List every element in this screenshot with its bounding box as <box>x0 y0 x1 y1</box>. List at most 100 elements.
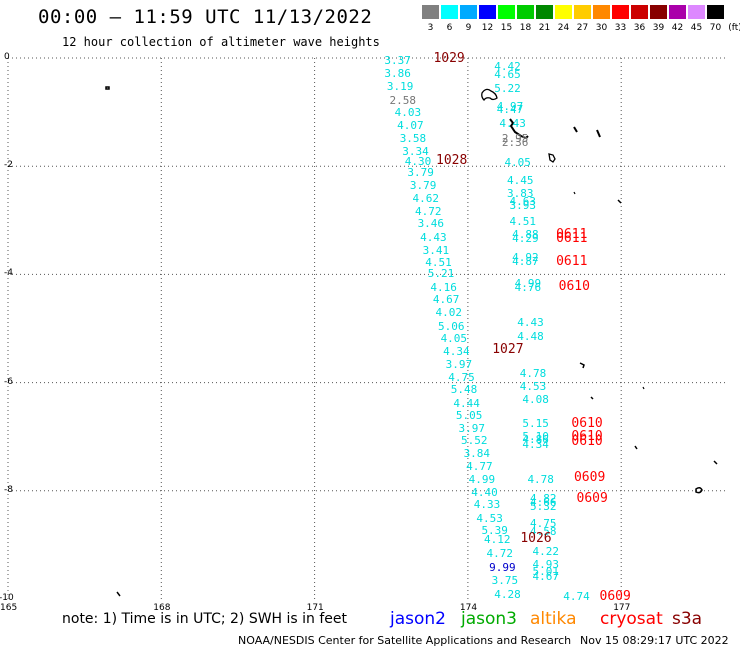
wave-height-value: 3.97 <box>445 357 473 371</box>
island-shape <box>596 129 601 138</box>
satellite-name: cryosat <box>600 609 663 629</box>
legend-label: 6 <box>446 23 453 33</box>
longitude-label: 165 <box>0 603 18 613</box>
legend-label: 21 <box>538 23 551 33</box>
wave-height-value: 4.02 <box>435 306 462 320</box>
island-shape <box>713 460 718 465</box>
wave-height-value: 4.29 <box>512 231 539 245</box>
legend-swatch <box>422 5 439 19</box>
legend-label: 15 <box>500 23 513 33</box>
island-shape <box>590 396 594 400</box>
legend-swatch <box>669 5 686 19</box>
latitude-label: -6 <box>4 376 13 387</box>
wave-height-value: 4.78 <box>519 366 547 380</box>
wave-height-value: 3.41 <box>422 244 450 258</box>
satellite-name: s3a <box>672 609 703 629</box>
pass-time-label: 0609 <box>599 589 631 605</box>
pass-time-label: 0610 <box>571 416 603 432</box>
wave-height-value: 3.37 <box>384 53 411 67</box>
pass-time-label: 0611 <box>556 226 588 242</box>
island-shape <box>573 191 576 195</box>
generated-timestamp: Nov 15 08:29:17 UTC 2022 <box>580 634 729 647</box>
wave-height-value: 4.76 <box>514 280 542 294</box>
wave-height-value: 2.58 <box>389 93 416 107</box>
island-shape <box>481 88 498 102</box>
page-title: 00:00 — 11:59 UTC 11/13/2022 <box>38 6 373 28</box>
wave-height-value: 3.84 <box>463 446 491 460</box>
wave-height-value: 3.46 <box>417 217 445 230</box>
wave-height-value: 4.58 <box>529 525 557 539</box>
pass-time-label: 1026 <box>520 530 552 546</box>
wave-height-value: 5.05 <box>455 409 483 423</box>
legend-unit: (ft) <box>728 23 740 33</box>
wave-height-value: 5.10 <box>522 429 549 443</box>
wave-height-value: 5.01 <box>532 564 560 578</box>
wave-height-value: 3.79 <box>409 179 437 193</box>
wave-height-value: 3.34 <box>402 145 429 159</box>
wave-height-value: 4.28 <box>494 587 521 601</box>
legend-swatch <box>498 5 515 19</box>
legend-label: 27 <box>576 23 589 33</box>
island-shape <box>634 445 638 450</box>
wave-height-value: 3.75 <box>491 574 519 588</box>
island-shape <box>105 86 110 90</box>
wave-height-value: 4.05 <box>440 332 468 346</box>
legend-swatch <box>536 5 553 19</box>
satellite-name: jason2 <box>390 609 446 629</box>
legend-swatch <box>441 5 458 19</box>
island-shape <box>617 199 622 204</box>
pass-time-label: 0609 <box>573 470 606 486</box>
wave-height-value: 4.92 <box>512 251 539 265</box>
legend-label: 45 <box>690 23 703 33</box>
wave-height-value: 4.99 <box>468 472 496 486</box>
island-outlines <box>105 86 718 597</box>
pass-time-label: 1027 <box>492 342 524 358</box>
latitude-label: -2 <box>4 160 13 171</box>
wave-height-value: 4.45 <box>507 173 534 187</box>
legend-swatch <box>593 5 610 19</box>
wave-height-value: 3.97 <box>458 422 485 436</box>
wave-height-value: 4.87 <box>512 255 539 269</box>
island-shape <box>116 591 121 597</box>
latitude-label: 0 <box>4 52 10 62</box>
wave-height-value: 4.40 <box>471 485 498 499</box>
wave-height-value: 4.47 <box>496 103 524 117</box>
latitude-label: -10 <box>0 593 14 603</box>
wave-height-value: 4.78 <box>527 472 554 486</box>
wave-height-value: 4.53 <box>519 379 547 393</box>
wave-height-value: 4.12 <box>484 533 511 547</box>
wave-height-value: 5.22 <box>494 81 521 95</box>
wave-height-value: 4.05 <box>504 155 531 169</box>
wave-height-value: 4.63 <box>509 194 537 208</box>
wave-height-value: 4.67 <box>432 293 460 307</box>
latitude-label: -4 <box>4 268 13 279</box>
pass-time-label: 0610 <box>571 434 603 450</box>
credit-text: NOAA/NESDIS Center for Satellite Applica… <box>238 634 572 647</box>
wave-height-value: 4.51 <box>509 215 537 229</box>
pass-time-label: 0610 <box>558 279 590 295</box>
pass-time-label: 0611 <box>556 231 588 247</box>
wave-height-value: 4.93 <box>532 558 560 572</box>
pass-time-label: 1029 <box>433 51 465 66</box>
latitude-label: -8 <box>4 484 13 495</box>
wave-height-value: 4.34 <box>443 345 470 359</box>
wave-height-value: 5.39 <box>481 523 508 537</box>
wave-height-value: 4.97 <box>496 99 524 113</box>
wave-height-value: 5.15 <box>522 417 549 431</box>
wave-height-value: 4.16 <box>430 280 457 294</box>
pass-time-label: 0611 <box>556 253 588 269</box>
wave-height-value: 4.08 <box>522 392 549 406</box>
wave-height-value: 4.88 <box>512 227 539 241</box>
wave-height-value: 4.30 <box>404 154 432 168</box>
island-shape <box>695 486 703 494</box>
legend-label: 36 <box>633 23 646 33</box>
legend-swatch <box>650 5 667 19</box>
wave-height-value: 4.86 <box>522 433 549 447</box>
legend-label: 30 <box>595 23 608 33</box>
legend-swatch <box>707 5 724 19</box>
legend-swatch <box>612 5 629 19</box>
legend-swatch <box>631 5 648 19</box>
island-shape <box>509 118 529 140</box>
wave-height-value: 5.48 <box>450 383 478 397</box>
wave-height-value: 4.53 <box>476 511 503 525</box>
